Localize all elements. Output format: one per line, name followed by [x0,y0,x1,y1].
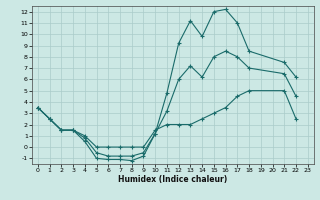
X-axis label: Humidex (Indice chaleur): Humidex (Indice chaleur) [118,175,228,184]
